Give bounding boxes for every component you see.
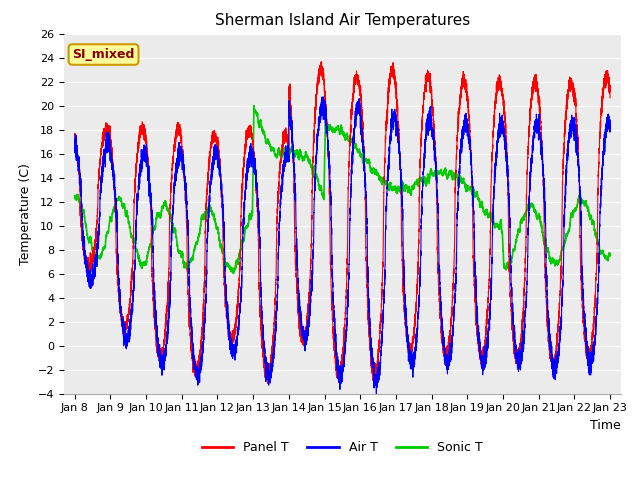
Text: SI_mixed: SI_mixed xyxy=(72,48,135,61)
Legend: Panel T, Air T, Sonic T: Panel T, Air T, Sonic T xyxy=(196,436,488,459)
Title: Sherman Island Air Temperatures: Sherman Island Air Temperatures xyxy=(215,13,470,28)
X-axis label: Time: Time xyxy=(590,419,621,432)
Y-axis label: Temperature (C): Temperature (C) xyxy=(19,163,32,264)
